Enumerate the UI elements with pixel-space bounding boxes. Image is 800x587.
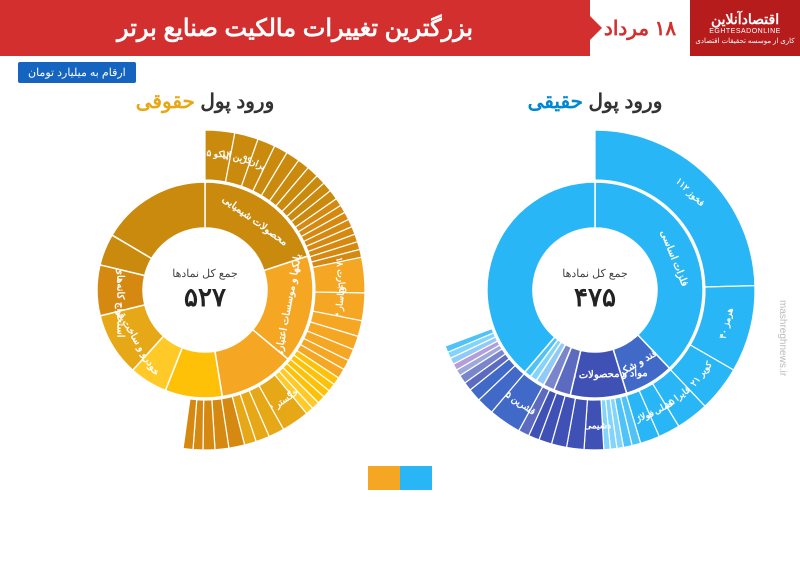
chart-right-wrap: ورود پول حقیقی فلزات اساسیقند و شکرمواد … — [425, 89, 765, 460]
sunburst-right-center: جمع کل نمادها ۴۷۵ — [562, 267, 628, 313]
sunburst-right: فلزات اساسیقند و شکرمواد و محصولات داروی… — [425, 120, 765, 460]
logo-main: اقتصادآنلاین — [711, 11, 779, 28]
charts-row: ورود پول حقیقی فلزات اساسیقند و شکرمواد … — [0, 85, 800, 460]
watermark: mashreghnews.ir — [777, 300, 788, 376]
logo-en: EGHTESADONLINE — [709, 28, 781, 35]
sunburst-left-center: جمع کل نمادها ۵۲۷ — [172, 267, 238, 313]
chart-left-title-accent: حقوقی — [136, 91, 195, 113]
chart-right-title: ورود پول حقیقی — [528, 89, 663, 114]
sunburst-left: محصولات شیمیاییبانکها و موسسات اعتباریخو… — [35, 120, 375, 460]
chart-left-title-prefix: ورود پول — [200, 91, 274, 113]
chart-left-title: ورود پول حقوقی — [136, 89, 274, 114]
center-label-left: جمع کل نمادها — [172, 267, 238, 280]
legend-blue — [400, 466, 432, 490]
chart-right-title-accent: حقیقی — [528, 91, 583, 113]
note-bar: ارقام به میلیارد تومان — [0, 56, 800, 85]
logo-box: اقتصادآنلاین EGHTESADONLINE کاری از موسس… — [690, 0, 800, 56]
title-box: بزرگترین تغییرات مالکیت صنایع برتر — [0, 0, 590, 56]
center-label-right: جمع کل نمادها — [562, 267, 628, 280]
date-box: ۱۸ مرداد — [590, 0, 690, 56]
logo-sub: کاری از موسسه تحقیقات اقتصادی — [695, 37, 794, 45]
chart-right-title-prefix: ورود پول — [589, 91, 663, 113]
legend-row — [0, 466, 800, 490]
header-bar: اقتصادآنلاین EGHTESADONLINE کاری از موسس… — [0, 0, 800, 56]
center-value-right: ۴۷۵ — [562, 282, 628, 313]
unit-note: ارقام به میلیارد تومان — [18, 62, 136, 83]
legend-orange — [368, 466, 400, 490]
chart-left-wrap: ورود پول حقوقی محصولات شیمیاییبانکها و م… — [35, 89, 375, 460]
center-value-left: ۵۲۷ — [172, 282, 238, 313]
